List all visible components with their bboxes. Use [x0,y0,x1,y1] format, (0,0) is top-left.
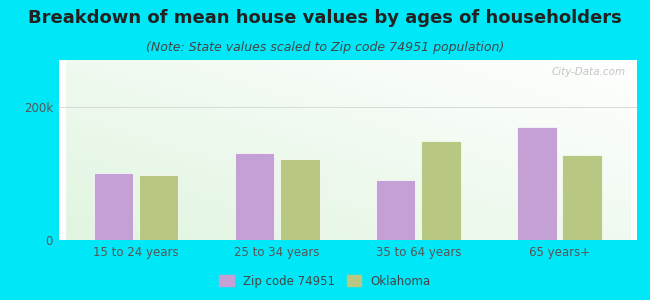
Bar [235,153,274,240]
Bar [280,159,320,240]
Bar [376,180,415,240]
Text: City-Data.com: City-Data.com [551,67,625,77]
Bar [139,175,179,240]
Text: (Note: State values scaled to Zip code 74951 population): (Note: State values scaled to Zip code 7… [146,40,504,53]
Legend: Zip code 74951, Oklahoma: Zip code 74951, Oklahoma [216,271,434,291]
Text: Breakdown of mean house values by ages of householders: Breakdown of mean house values by ages o… [28,9,622,27]
Bar [421,141,461,240]
Bar [562,155,602,240]
Bar [94,173,133,240]
Bar [517,127,556,240]
